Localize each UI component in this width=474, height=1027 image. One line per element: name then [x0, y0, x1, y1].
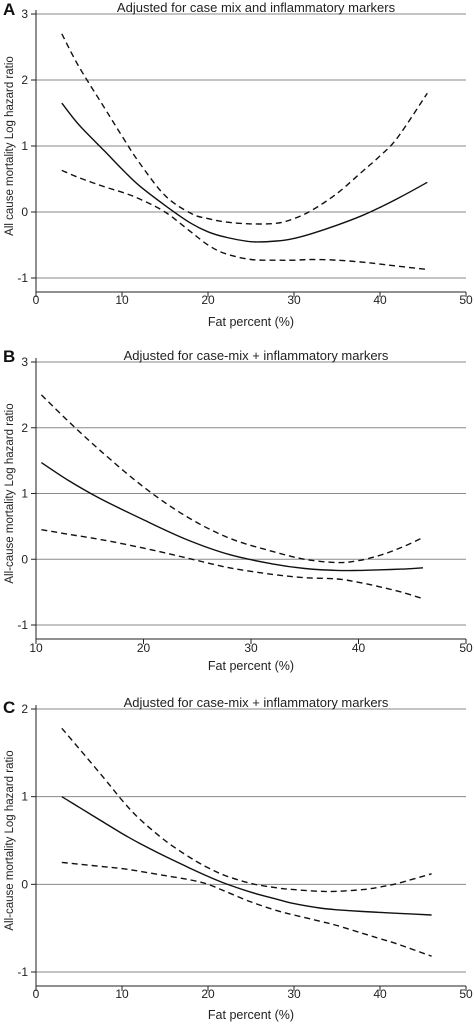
- x-tick-label: 40: [373, 987, 387, 1001]
- estimate-solid-line: [61, 102, 428, 243]
- y-tick-label: -1: [17, 618, 28, 632]
- y-tick-label: 0: [21, 552, 28, 566]
- x-tick-label: 20: [201, 293, 215, 307]
- y-tick-label: 2: [21, 702, 28, 716]
- ci-dashed-line: [61, 727, 432, 893]
- x-tick-label: 0: [33, 293, 40, 307]
- estimate-solid-line: [41, 462, 424, 572]
- x-tick-label: 50: [459, 641, 473, 655]
- panel-letter-c: C: [3, 698, 15, 717]
- panel-b: B -1 0 1 2 3 10 20 30 40 50 Adjusted for case-mix …: [3, 347, 473, 673]
- ci-dashed-line: [61, 169, 428, 271]
- y-tick-label: -1: [17, 271, 28, 285]
- x-tick-label: 50: [459, 293, 473, 307]
- ci-dashed-line: [61, 861, 432, 957]
- y-tick-label: 3: [21, 355, 28, 369]
- y-tick-label: -1: [17, 965, 28, 979]
- x-tick-label: 10: [115, 293, 129, 307]
- x-tick-label: 30: [287, 987, 301, 1001]
- y-tick-label: 1: [21, 790, 28, 804]
- y-tick-label: 0: [21, 205, 28, 219]
- y-axis-label: All cause mortality Log hazard ratio: [4, 56, 16, 236]
- panel-letter-b: B: [3, 347, 15, 366]
- ci-dashed-line: [61, 33, 428, 225]
- y-tick-label: 1: [21, 139, 28, 153]
- y-tick-label: 2: [21, 421, 28, 435]
- x-axis-label: Fat percent (%): [208, 1008, 294, 1022]
- x-tick-label: 40: [352, 641, 366, 655]
- y-tick-label: 2: [21, 73, 28, 87]
- x-tick-label: 0: [33, 987, 40, 1001]
- x-tick-label: 50: [459, 987, 473, 1001]
- x-tick-label: 10: [29, 641, 43, 655]
- ci-dashed-line: [41, 529, 424, 600]
- ci-dashed-line: [40, 394, 424, 564]
- chart-title: Adjusted for case-mix + inflammatory mar…: [124, 695, 389, 710]
- y-tick-label: 1: [21, 487, 28, 501]
- y-axis-label: All-cause mortality Log hazard ratio: [4, 750, 16, 930]
- y-axis-label: All-cause mortality Log hazard ratio: [4, 403, 16, 583]
- x-axis-label: Fat percent (%): [208, 659, 294, 673]
- x-tick-label: 30: [244, 641, 258, 655]
- x-tick-label: 40: [373, 293, 387, 307]
- estimate-solid-line: [61, 796, 432, 916]
- x-tick-label: 20: [201, 987, 215, 1001]
- chart-title: Adjusted for case mix and inflammatory m…: [117, 0, 396, 15]
- x-tick-label: 20: [137, 641, 151, 655]
- chart-title: Adjusted for case-mix + inflammatory mar…: [124, 348, 389, 363]
- x-tick-label: 30: [287, 293, 301, 307]
- x-tick-label: 10: [115, 987, 129, 1001]
- panel-letter-a: A: [3, 0, 15, 19]
- y-tick-label: 3: [21, 7, 28, 21]
- x-axis-label: Fat percent (%): [208, 315, 294, 329]
- y-tick-label: 0: [21, 877, 28, 891]
